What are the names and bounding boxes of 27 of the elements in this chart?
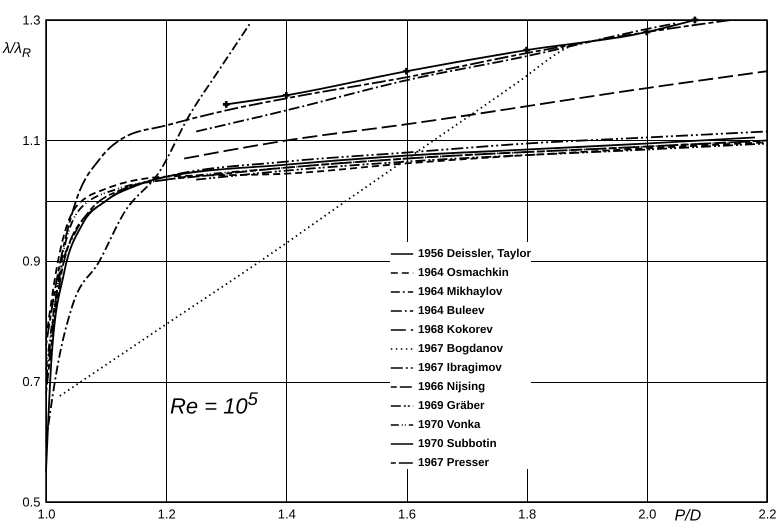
legend-label: 1970 Subbotin [418, 438, 497, 450]
x-tick-label: 1.6 [398, 506, 416, 522]
x-tick-label: 1.0 [37, 506, 56, 522]
y-tick-label: 0.5 [22, 494, 40, 510]
y-axis-title: λ/λ$_{R}$ [3, 40, 31, 60]
legend-label: 1967 Presser [418, 457, 490, 469]
y-tick-label: 1.1 [22, 133, 40, 148]
legend-label: 1969 Gräber [418, 400, 486, 412]
legend-label: 1967 Bogdanov [418, 343, 504, 355]
legend-label: 1964 Osmachkin [418, 267, 509, 279]
annotation: Re = 10$^{5}$ [170, 388, 258, 420]
x-tick-label: 1.2 [158, 506, 176, 522]
y-tick-label: 0.7 [22, 374, 40, 389]
x-tick-label: 1.8 [518, 506, 536, 522]
x-tick-label: 2.2 [758, 506, 777, 522]
legend-label: 1956 Deissler, Taylor [418, 248, 532, 260]
y-tick-label: 1.3 [22, 12, 40, 28]
legend-label: 1967 Ibragimov [418, 362, 502, 374]
legend-label: 1964 Buleev [418, 305, 486, 317]
x-tick-label: 1.4 [278, 506, 296, 522]
legend-label: 1970 Vonka [418, 419, 482, 431]
legend-label: 1964 Mikhaylov [418, 286, 503, 298]
y-tick-label: 0.9 [22, 254, 40, 268]
x-axis-title: P/D [674, 508, 702, 524]
legend-label: 1966 Nijsing [418, 381, 486, 393]
legend-label: 1968 Kokorev [418, 324, 494, 336]
x-tick-label: 2.0 [638, 506, 656, 522]
